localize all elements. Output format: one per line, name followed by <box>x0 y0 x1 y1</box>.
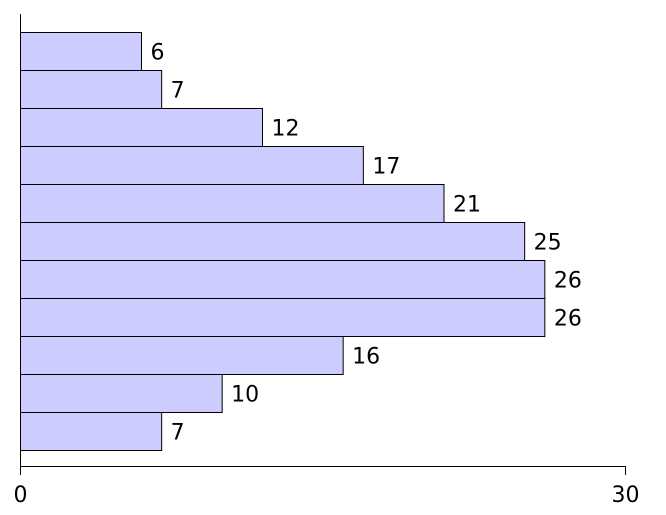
bar-10 <box>20 374 223 413</box>
bar-value-label-8: 26 <box>554 307 582 332</box>
bar-1 <box>20 32 142 71</box>
x-tick-label-30: 30 <box>612 483 640 508</box>
bar-value-label-3: 12 <box>272 117 300 142</box>
bar-value-label-11: 7 <box>171 421 185 446</box>
bar-value-label-7: 26 <box>554 269 582 294</box>
bar-7 <box>20 260 546 299</box>
bar-2 <box>20 70 163 109</box>
bar-5 <box>20 184 445 223</box>
bar-4 <box>20 146 364 185</box>
bar-3 <box>20 108 263 147</box>
bar-value-label-9: 16 <box>352 345 380 370</box>
bar-value-label-5: 21 <box>453 193 481 218</box>
bars-group <box>20 32 546 451</box>
bar-value-label-6: 25 <box>534 231 562 256</box>
bar-8 <box>20 298 546 337</box>
bar-value-label-4: 17 <box>372 155 400 180</box>
x-tick-label-0: 0 <box>14 483 28 508</box>
x-ticks-group: 0 30 <box>14 466 640 508</box>
bar-9 <box>20 336 344 375</box>
bar-value-label-10: 10 <box>231 383 259 408</box>
bar-6 <box>20 222 526 261</box>
bar-11 <box>20 412 163 451</box>
bar-value-label-1: 6 <box>151 41 165 66</box>
bar-value-label-2: 7 <box>171 79 185 104</box>
